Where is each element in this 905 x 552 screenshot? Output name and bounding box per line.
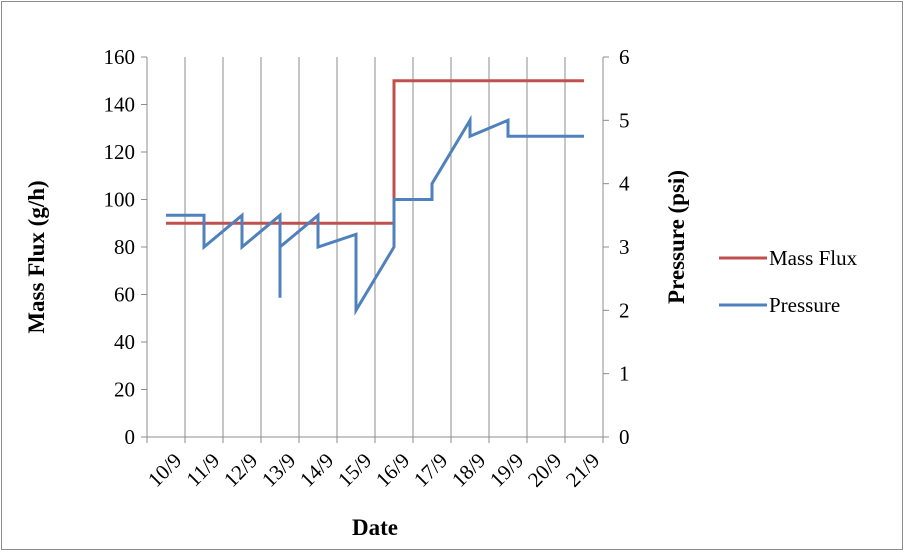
left-y-tick-label: 140 xyxy=(104,93,136,117)
x-tick-label: 14/9 xyxy=(295,448,338,491)
left-y-tick-label: 60 xyxy=(114,283,135,307)
tick-labels: 10/911/912/913/914/915/916/917/918/919/9… xyxy=(104,45,631,492)
x-tick-label: 21/9 xyxy=(561,448,604,491)
legend-label: Pressure xyxy=(769,293,840,317)
left-y-tick-label: 0 xyxy=(125,425,136,449)
left-y-tick-label: 160 xyxy=(104,45,136,69)
right-y-tick-label: 0 xyxy=(619,425,630,449)
right-y-tick-label: 3 xyxy=(619,235,630,259)
x-tick-label: 16/9 xyxy=(371,448,414,491)
grid-lines xyxy=(146,57,604,437)
left-y-tick-label: 120 xyxy=(104,140,136,164)
left-y-axis-title: Mass Flux (g/h) xyxy=(24,180,49,333)
x-tick-label: 18/9 xyxy=(447,448,490,491)
x-tick-label: 17/9 xyxy=(409,448,452,491)
legend-label: Mass Flux xyxy=(769,246,858,270)
x-tick-label: 12/9 xyxy=(219,448,262,491)
pressure-line xyxy=(166,114,584,316)
left-y-tick-label: 40 xyxy=(114,330,135,354)
x-tick-label: 20/9 xyxy=(523,448,566,491)
left-y-tick-label: 80 xyxy=(114,235,135,259)
right-y-axis-title: Pressure (psi) xyxy=(664,170,689,304)
right-y-tick-label: 4 xyxy=(619,172,630,196)
right-y-tick-label: 2 xyxy=(619,298,630,322)
left-y-tick-label: 20 xyxy=(114,378,135,402)
x-tick-label: 15/9 xyxy=(333,448,376,491)
right-y-tick-label: 5 xyxy=(619,108,630,132)
right-y-tick-label: 6 xyxy=(619,45,630,69)
series xyxy=(166,79,584,316)
x-tick-label: 19/9 xyxy=(485,448,528,491)
legend: Mass Flux Pressure xyxy=(719,246,858,317)
left-y-tick-label: 100 xyxy=(104,188,136,212)
x-tick-label: 11/9 xyxy=(181,448,224,491)
x-axis-title: Date xyxy=(352,515,398,540)
axes xyxy=(141,56,609,443)
x-tick-label: 10/9 xyxy=(143,448,186,491)
x-tick-label: 13/9 xyxy=(257,448,300,491)
right-y-tick-label: 1 xyxy=(619,362,630,386)
